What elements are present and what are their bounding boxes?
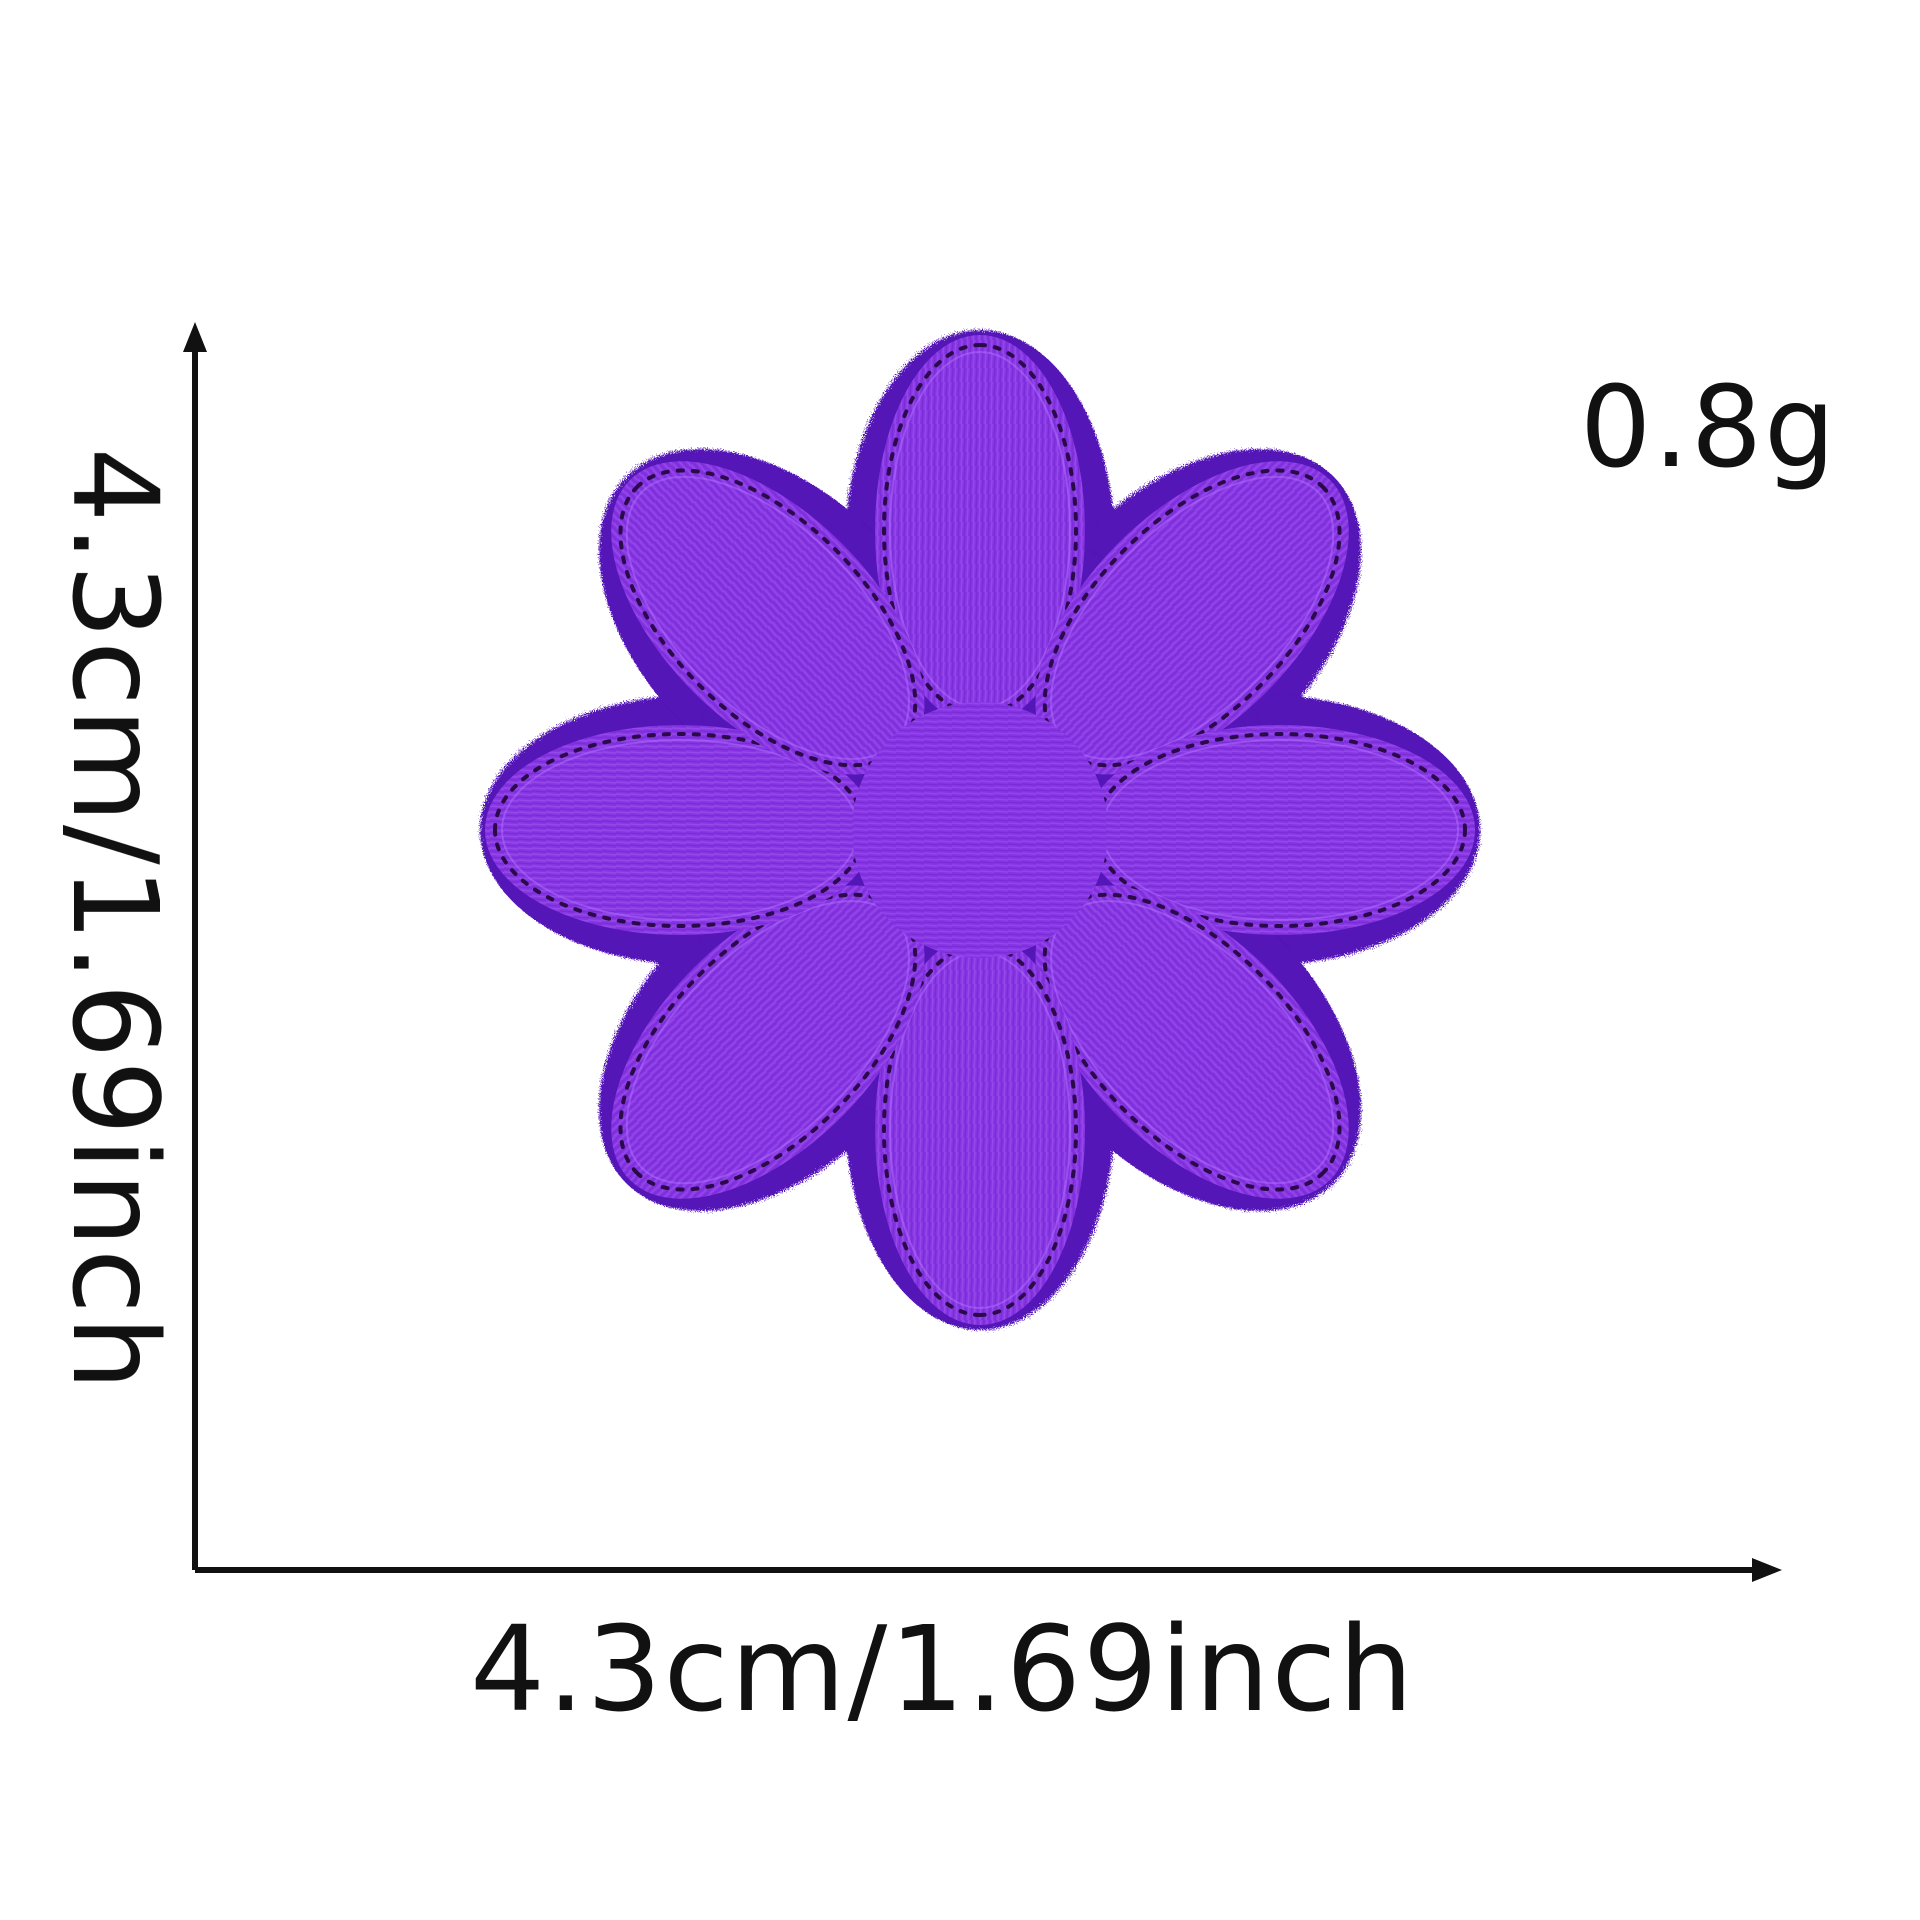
petal-4 <box>875 935 1085 1325</box>
weight-label: 0.8g <box>1580 363 1838 493</box>
petal-5 <box>611 885 925 1199</box>
arrow-up-icon <box>183 322 207 352</box>
flower-patch-icon <box>480 330 1480 1330</box>
arrow-right-icon <box>1752 1558 1782 1582</box>
height-dimension-label: 4.3cm/1.69inch <box>46 447 184 1393</box>
petal-2 <box>1085 725 1475 935</box>
petal-0 <box>875 335 1085 725</box>
flower-center <box>852 702 1108 958</box>
dimension-axes <box>192 345 1760 1573</box>
petal-7 <box>611 461 925 775</box>
width-dimension-label: 4.3cm/1.69inch <box>470 1600 1416 1738</box>
petals <box>485 335 1475 1325</box>
